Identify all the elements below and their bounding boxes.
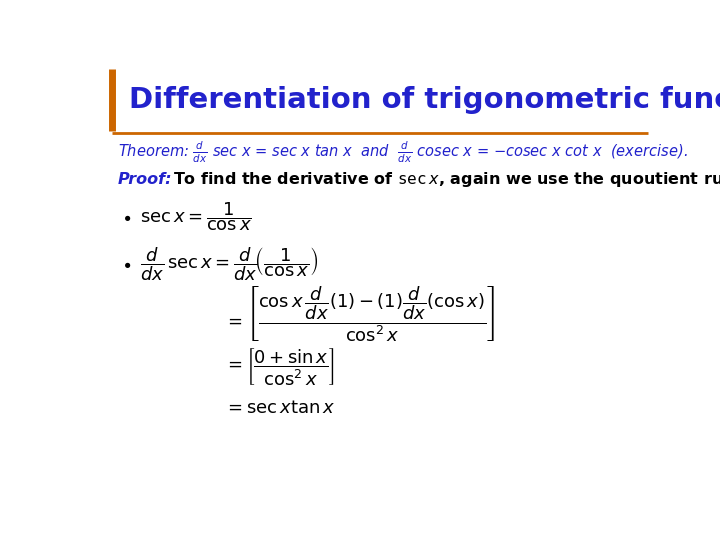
Text: Proof:: Proof: — [118, 172, 172, 187]
Text: $\bullet$: $\bullet$ — [121, 207, 131, 226]
Text: To find the derivative of $\mathtt{sec\,}x$, again we use the quoutient rule: To find the derivative of $\mathtt{sec\,… — [173, 170, 720, 188]
Text: $\mathrm{sec}\,x = \dfrac{1}{\cos x}$: $\mathrm{sec}\,x = \dfrac{1}{\cos x}$ — [140, 200, 252, 233]
Text: $\bullet$: $\bullet$ — [121, 255, 131, 273]
Text: $\dfrac{d}{dx}\,\mathrm{sec}\,x = \dfrac{d}{dx}\!\left(\dfrac{1}{\cos x}\right)$: $\dfrac{d}{dx}\,\mathrm{sec}\,x = \dfrac… — [140, 246, 319, 283]
Text: $= \left[\dfrac{0 + \sin x}{\cos^2 x}\right]$: $= \left[\dfrac{0 + \sin x}{\cos^2 x}\ri… — [224, 346, 335, 387]
Text: $= \left[\dfrac{\cos x\,\dfrac{d}{dx}(1)-(1)\dfrac{d}{dx}(\cos x)}{\cos^2 x}\rig: $= \left[\dfrac{\cos x\,\dfrac{d}{dx}(1)… — [224, 285, 495, 344]
Text: Theorem: $\frac{d}{dx}$ sec $x$ = sec $x$ tan $x$  and  $\frac{d}{dx}$ cosec $x$: Theorem: $\frac{d}{dx}$ sec $x$ = sec $x… — [118, 139, 688, 165]
Text: Differentiation of trigonometric functions: Differentiation of trigonometric functio… — [129, 86, 720, 114]
Text: $= \mathrm{sec}\,x\tan x$: $= \mathrm{sec}\,x\tan x$ — [224, 399, 335, 417]
